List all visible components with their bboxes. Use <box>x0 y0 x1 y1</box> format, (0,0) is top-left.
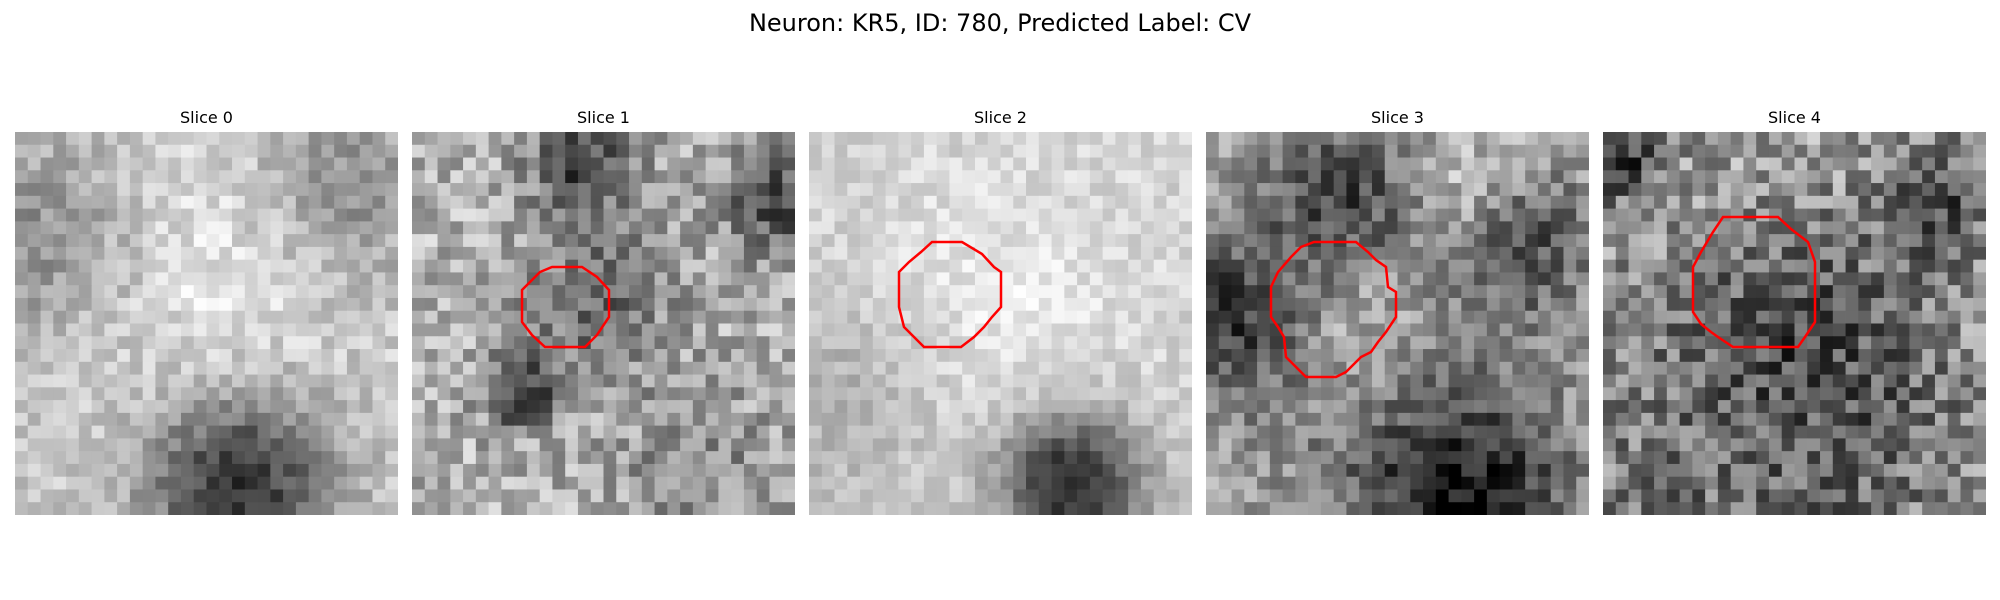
slice-image-3 <box>1206 132 1589 515</box>
slice-title: Slice 1 <box>577 108 630 127</box>
slice-panel-2: Slice 2 <box>809 108 1192 515</box>
roi-contour <box>1269 240 1398 379</box>
slice-title: Slice 4 <box>1768 108 1821 127</box>
slice-panel-0: Slice 0 <box>15 108 398 515</box>
roi-contour <box>520 265 611 349</box>
pixel-grid <box>15 132 398 515</box>
slice-image-4 <box>1603 132 1986 515</box>
pixel-grid <box>1603 132 1986 515</box>
pixel-grid <box>412 132 795 515</box>
pixel-grid <box>1206 132 1589 515</box>
slice-image-1 <box>412 132 795 515</box>
slice-title: Slice 3 <box>1371 108 1424 127</box>
slice-image-0 <box>15 132 398 515</box>
pixel-grid <box>809 132 1192 515</box>
roi-contour <box>1691 215 1817 349</box>
slice-title: Slice 2 <box>974 108 1027 127</box>
roi-contour <box>897 240 1003 349</box>
figure-title: Neuron: KR5, ID: 780, Predicted Label: C… <box>748 9 1252 37</box>
slice-panel-3: Slice 3 <box>1206 108 1589 515</box>
slice-panel-4: Slice 4 <box>1603 108 1986 515</box>
slice-image-2 <box>809 132 1192 515</box>
slice-panel-1: Slice 1 <box>412 108 795 515</box>
slice-title: Slice 0 <box>180 108 233 127</box>
